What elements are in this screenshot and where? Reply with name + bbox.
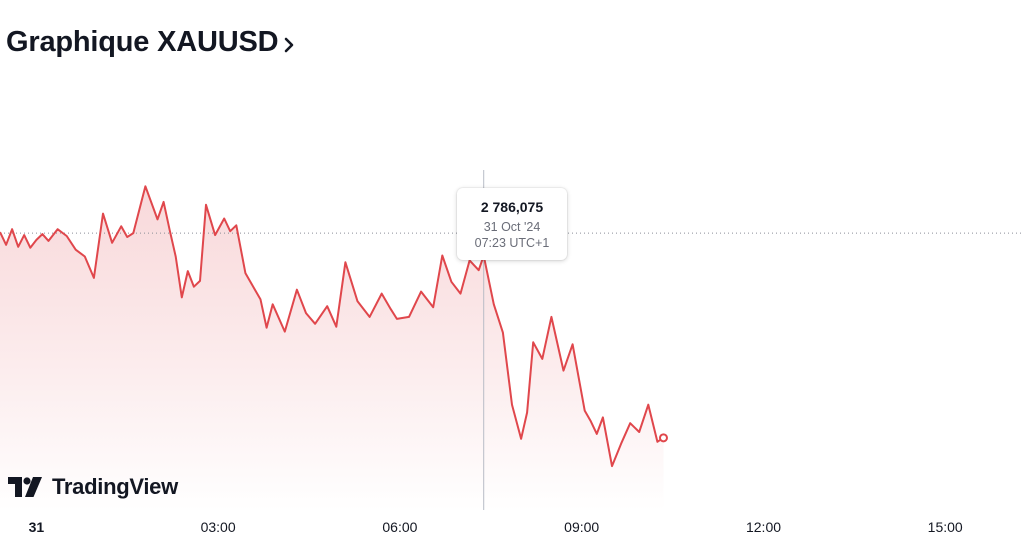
x-tick-label: 03:00 — [200, 519, 236, 535]
x-tick-label: 09:00 — [564, 519, 600, 535]
page-title: Graphique XAUUSD — [6, 26, 279, 58]
tooltip-date: 31 Oct '24 — [483, 220, 541, 234]
tooltip-time: 07:23 UTC+1 — [474, 236, 550, 250]
tradingview-logo[interactable]: TradingView — [8, 474, 178, 500]
x-tick-label: 12:00 — [745, 519, 782, 535]
tradingview-logo-icon — [8, 477, 42, 497]
price-tooltip: 2 786,075 31 Oct '24 07:23 UTC+1 — [457, 188, 567, 260]
x-tick-label: 06:00 — [382, 519, 418, 535]
tooltip-price: 2 786,075 — [480, 199, 544, 215]
chevron-right-icon — [285, 37, 294, 52]
last-price-point — [658, 433, 668, 443]
chart-title-link[interactable]: Graphique XAUUSD — [6, 26, 295, 59]
x-tick-label: 15:00 — [927, 519, 963, 535]
x-tick-label: 31 — [28, 519, 45, 535]
price-line — [0, 185, 665, 468]
tradingview-wordmark: TradingView — [52, 474, 178, 499]
price-area-fill — [0, 186, 664, 511]
